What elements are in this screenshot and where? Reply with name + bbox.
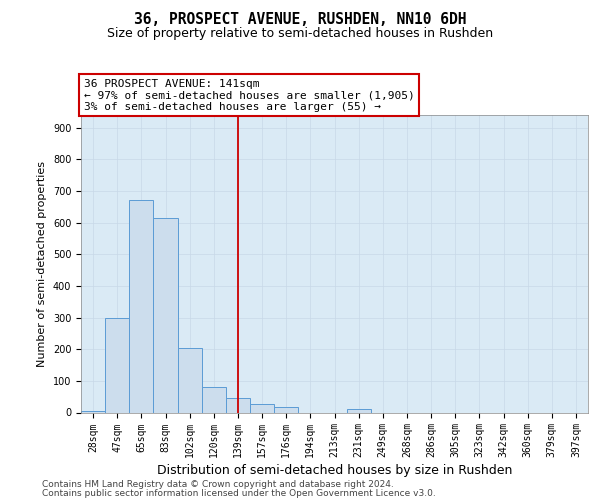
Bar: [178, 348, 202, 412]
Text: 36 PROSPECT AVENUE: 141sqm
← 97% of semi-detached houses are smaller (1,905)
3% : 36 PROSPECT AVENUE: 141sqm ← 97% of semi…: [83, 79, 414, 112]
X-axis label: Distribution of semi-detached houses by size in Rushden: Distribution of semi-detached houses by …: [157, 464, 512, 477]
Text: Contains public sector information licensed under the Open Government Licence v3: Contains public sector information licen…: [42, 490, 436, 498]
Bar: [347, 408, 371, 412]
Bar: [105, 318, 129, 412]
Bar: [226, 398, 250, 412]
Bar: [250, 404, 274, 412]
Text: 36, PROSPECT AVENUE, RUSHDEN, NN10 6DH: 36, PROSPECT AVENUE, RUSHDEN, NN10 6DH: [134, 12, 466, 28]
Text: Contains HM Land Registry data © Crown copyright and database right 2024.: Contains HM Land Registry data © Crown c…: [42, 480, 394, 489]
Bar: [202, 387, 226, 412]
Text: Size of property relative to semi-detached houses in Rushden: Size of property relative to semi-detach…: [107, 28, 493, 40]
Bar: [129, 200, 154, 412]
Bar: [154, 218, 178, 412]
Y-axis label: Number of semi-detached properties: Number of semi-detached properties: [37, 161, 47, 367]
Bar: [274, 407, 298, 412]
Bar: [81, 411, 105, 412]
